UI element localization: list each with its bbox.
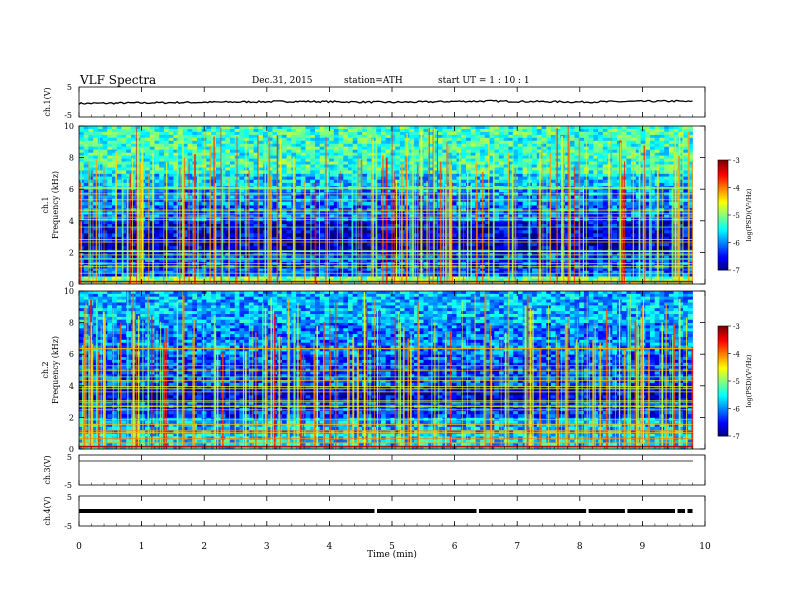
ch3-panel: 5 -5 ch.3(V)	[43, 453, 705, 490]
time-tick-label: 9	[640, 542, 646, 552]
time-axis-label: Time (min)	[367, 549, 417, 560]
freq-tick-label: 6	[69, 350, 74, 359]
freq-tick-label: 2	[69, 248, 74, 257]
ch4-ylabel: ch.4(V)	[43, 496, 52, 525]
ch1-colorbar: -3 -4 -5 -6 -7 log(PSD)(V²/Hz)	[718, 157, 753, 275]
colorbar-tick-label: -5	[733, 212, 740, 220]
colorbar-tick-label: -7	[733, 267, 740, 275]
ch2-channel-label: ch.2	[41, 361, 50, 378]
ch3-ylabel: ch.3(V)	[43, 455, 52, 484]
ch4-ytick-top: 5	[67, 493, 72, 502]
ch1-panel: 5 -5 ch.1(V)	[43, 83, 705, 120]
freq-tick-label: 2	[69, 413, 74, 422]
colorbar-tick-label: -7	[733, 433, 740, 441]
freq-tick-label: 6	[69, 185, 74, 194]
ch1-freq-axis-label: Frequency (kHz)	[51, 171, 60, 239]
vlf-spectra-figure: VLF Spectra Dec.31, 2015 station=ATH sta…	[0, 0, 792, 612]
colorbar-tick-label: -6	[733, 406, 740, 414]
date-label: Dec.31, 2015	[252, 76, 313, 86]
freq-tick-label: 4	[69, 217, 74, 226]
ch1-ylabel: ch.1(V)	[43, 87, 52, 116]
freq-tick-label: 10	[64, 122, 74, 131]
time-tick-label: 2	[201, 542, 207, 552]
ch4-ytick-bottom: -5	[64, 522, 72, 531]
colorbar-label: log(PSD)(V²/Hz)	[745, 188, 753, 241]
time-tick-label: 0	[76, 542, 82, 552]
time-tick-label: 8	[577, 542, 583, 552]
ch1-ytick-top: 5	[67, 83, 72, 92]
ch1-waveform	[79, 100, 693, 104]
ch3-ytick-top: 5	[67, 453, 72, 462]
ch1-spectrogram-image	[79, 126, 693, 284]
freq-tick-label: 4	[69, 382, 74, 391]
figure-title: VLF Spectra	[79, 73, 156, 87]
time-tick-label: 4	[327, 542, 333, 552]
time-tick-label: 1	[139, 542, 145, 552]
ch1-channel-label: ch.1	[41, 196, 50, 213]
ch2-spectrogram-image	[79, 291, 693, 449]
start-time-label: start UT = 1 : 10 : 1	[438, 76, 530, 86]
colorbar-tick-label: -3	[733, 157, 740, 165]
colorbar-tick-label: -3	[733, 323, 740, 331]
time-tick-label: 10	[699, 542, 711, 552]
station-label: station=ATH	[344, 76, 403, 86]
time-tick-label: 7	[514, 542, 520, 552]
time-tick-label: 6	[452, 542, 458, 552]
freq-tick-label: 10	[64, 287, 74, 296]
colorbar-tick-label: -4	[733, 351, 740, 359]
colorbar-tick-label: -4	[733, 185, 740, 193]
freq-tick-label: 8	[69, 319, 74, 328]
ch2-colorbar: -3 -4 -5 -6 -7 log(PSD)(V²/Hz)	[718, 323, 753, 441]
freq-tick-label: 8	[69, 154, 74, 163]
ch2-freq-axis-label: Frequency (kHz)	[51, 336, 60, 404]
ch4-panel: 5 -5 ch.4(V)	[43, 493, 705, 531]
ch3-ytick-bottom: -5	[64, 481, 72, 490]
colorbar-tick-label: -5	[733, 378, 740, 386]
time-tick-label: 3	[264, 542, 270, 552]
ch1-ytick-bottom: -5	[64, 111, 72, 120]
colorbar-label: log(PSD)(V²/Hz)	[745, 354, 753, 407]
colorbar-tick-label: -6	[733, 240, 740, 248]
